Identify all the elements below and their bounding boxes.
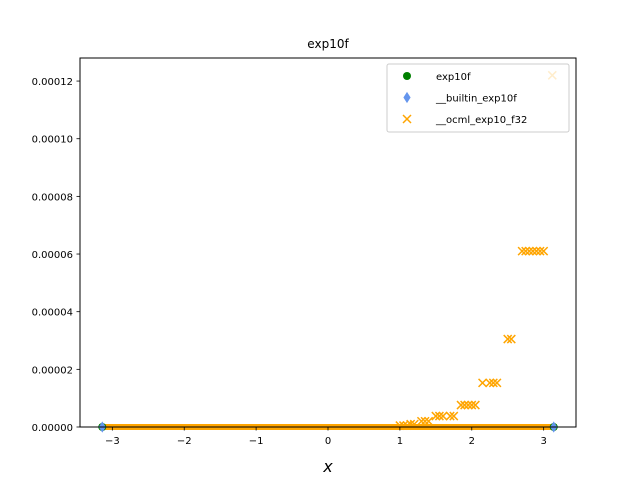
data-point-x: [449, 411, 459, 421]
marker-stroke: [467, 400, 477, 410]
marker-stroke: [420, 416, 430, 426]
marker-stroke: [424, 416, 434, 426]
data-point-x: [467, 400, 477, 410]
data-point-x: [524, 246, 534, 256]
data-point-x: [539, 246, 549, 256]
marker-stroke: [456, 400, 466, 410]
marker-stroke: [460, 400, 470, 410]
data-point-x: [531, 246, 541, 256]
marker-stroke: [535, 246, 545, 256]
y-axis: 0.00000 0.00002 0.00004 0.00006 0.00008 0.000…: [32, 77, 80, 434]
data-point-x: [517, 246, 527, 256]
data-point-x: [503, 334, 513, 344]
marker-stroke: [402, 114, 412, 124]
data-point-x: [460, 400, 470, 410]
marker-stroke: [539, 246, 549, 256]
data-point-x: [395, 421, 405, 431]
x-axis-label: x: [322, 457, 333, 476]
marker-stroke: [445, 411, 455, 421]
marker-stroke: [506, 334, 516, 344]
x-axis: −3 −2 −1 0 1 2 3: [105, 427, 547, 447]
marker-stroke: [438, 411, 448, 421]
marker-stroke: [395, 421, 405, 431]
y-tick-label: 0.00008: [32, 192, 73, 203]
data-point-x: [506, 334, 516, 344]
x-tick-label: −3: [105, 436, 120, 447]
legend-marker-diamond: [403, 91, 411, 104]
data-point-x: [456, 400, 466, 410]
x-tick-label: −2: [177, 436, 192, 447]
marker-stroke: [521, 246, 531, 256]
legend-label: __ocml_exp10_f32: [435, 115, 527, 126]
data-point-x: [438, 411, 448, 421]
x-tick-label: −1: [249, 436, 264, 447]
marker-stroke: [398, 421, 409, 431]
marker-stroke: [517, 246, 527, 256]
data-point-x: [424, 416, 434, 426]
marker-stroke: [478, 378, 488, 388]
data-point-x: [478, 378, 488, 388]
y-tick-label: 0.00010: [32, 135, 73, 146]
marker-stroke: [531, 246, 541, 256]
marker-stroke: [434, 411, 444, 421]
data-point-x: [420, 416, 430, 426]
marker-stroke: [470, 400, 480, 410]
data-point-x: [521, 246, 531, 256]
marker-stroke: [463, 400, 473, 410]
marker-stroke: [503, 334, 513, 344]
data-point-x: [434, 411, 444, 421]
marker-stroke: [524, 246, 534, 256]
data-point-x: [488, 378, 498, 388]
x-tick-label: 2: [469, 436, 475, 447]
marker-stroke: [449, 411, 459, 421]
data-point-x: [492, 378, 502, 388]
data-point-x: [445, 411, 455, 421]
data-point-x: [485, 378, 495, 388]
data-point-x: [416, 416, 426, 426]
y-tick-label: 0.00012: [32, 77, 73, 88]
data-point-x: [463, 400, 473, 410]
marker-stroke: [485, 378, 495, 388]
marker-stroke: [492, 378, 502, 388]
marker-stroke: [488, 378, 498, 388]
legend: exp10f __builtin_exp10f __ocml_exp10_f32: [386, 63, 570, 133]
data-point-x: [398, 421, 409, 431]
y-tick-label: 0.00000: [32, 423, 73, 434]
y-tick-label: 0.00002: [32, 365, 73, 376]
legend-label: __builtin_exp10f: [435, 94, 517, 105]
legend-label: exp10f: [436, 72, 471, 83]
legend-box: [386, 63, 570, 133]
y-tick-label: 0.00004: [32, 308, 73, 319]
data-point-x: [431, 411, 441, 421]
data-point-x: [528, 246, 538, 256]
marker-stroke: [431, 411, 441, 421]
y-tick-label: 0.00006: [32, 250, 73, 261]
x-tick-label: 0: [325, 436, 331, 447]
legend-marker-x: [402, 114, 412, 124]
x-tick-label: 3: [540, 436, 546, 447]
x-tick-label: 1: [397, 436, 403, 447]
data-point-x: [470, 400, 480, 410]
data-point-x: [535, 246, 545, 256]
chart-title: exp10f: [307, 37, 349, 51]
marker-stroke: [416, 416, 426, 426]
marker-stroke: [528, 246, 538, 256]
legend-marker-circle: [403, 72, 411, 80]
